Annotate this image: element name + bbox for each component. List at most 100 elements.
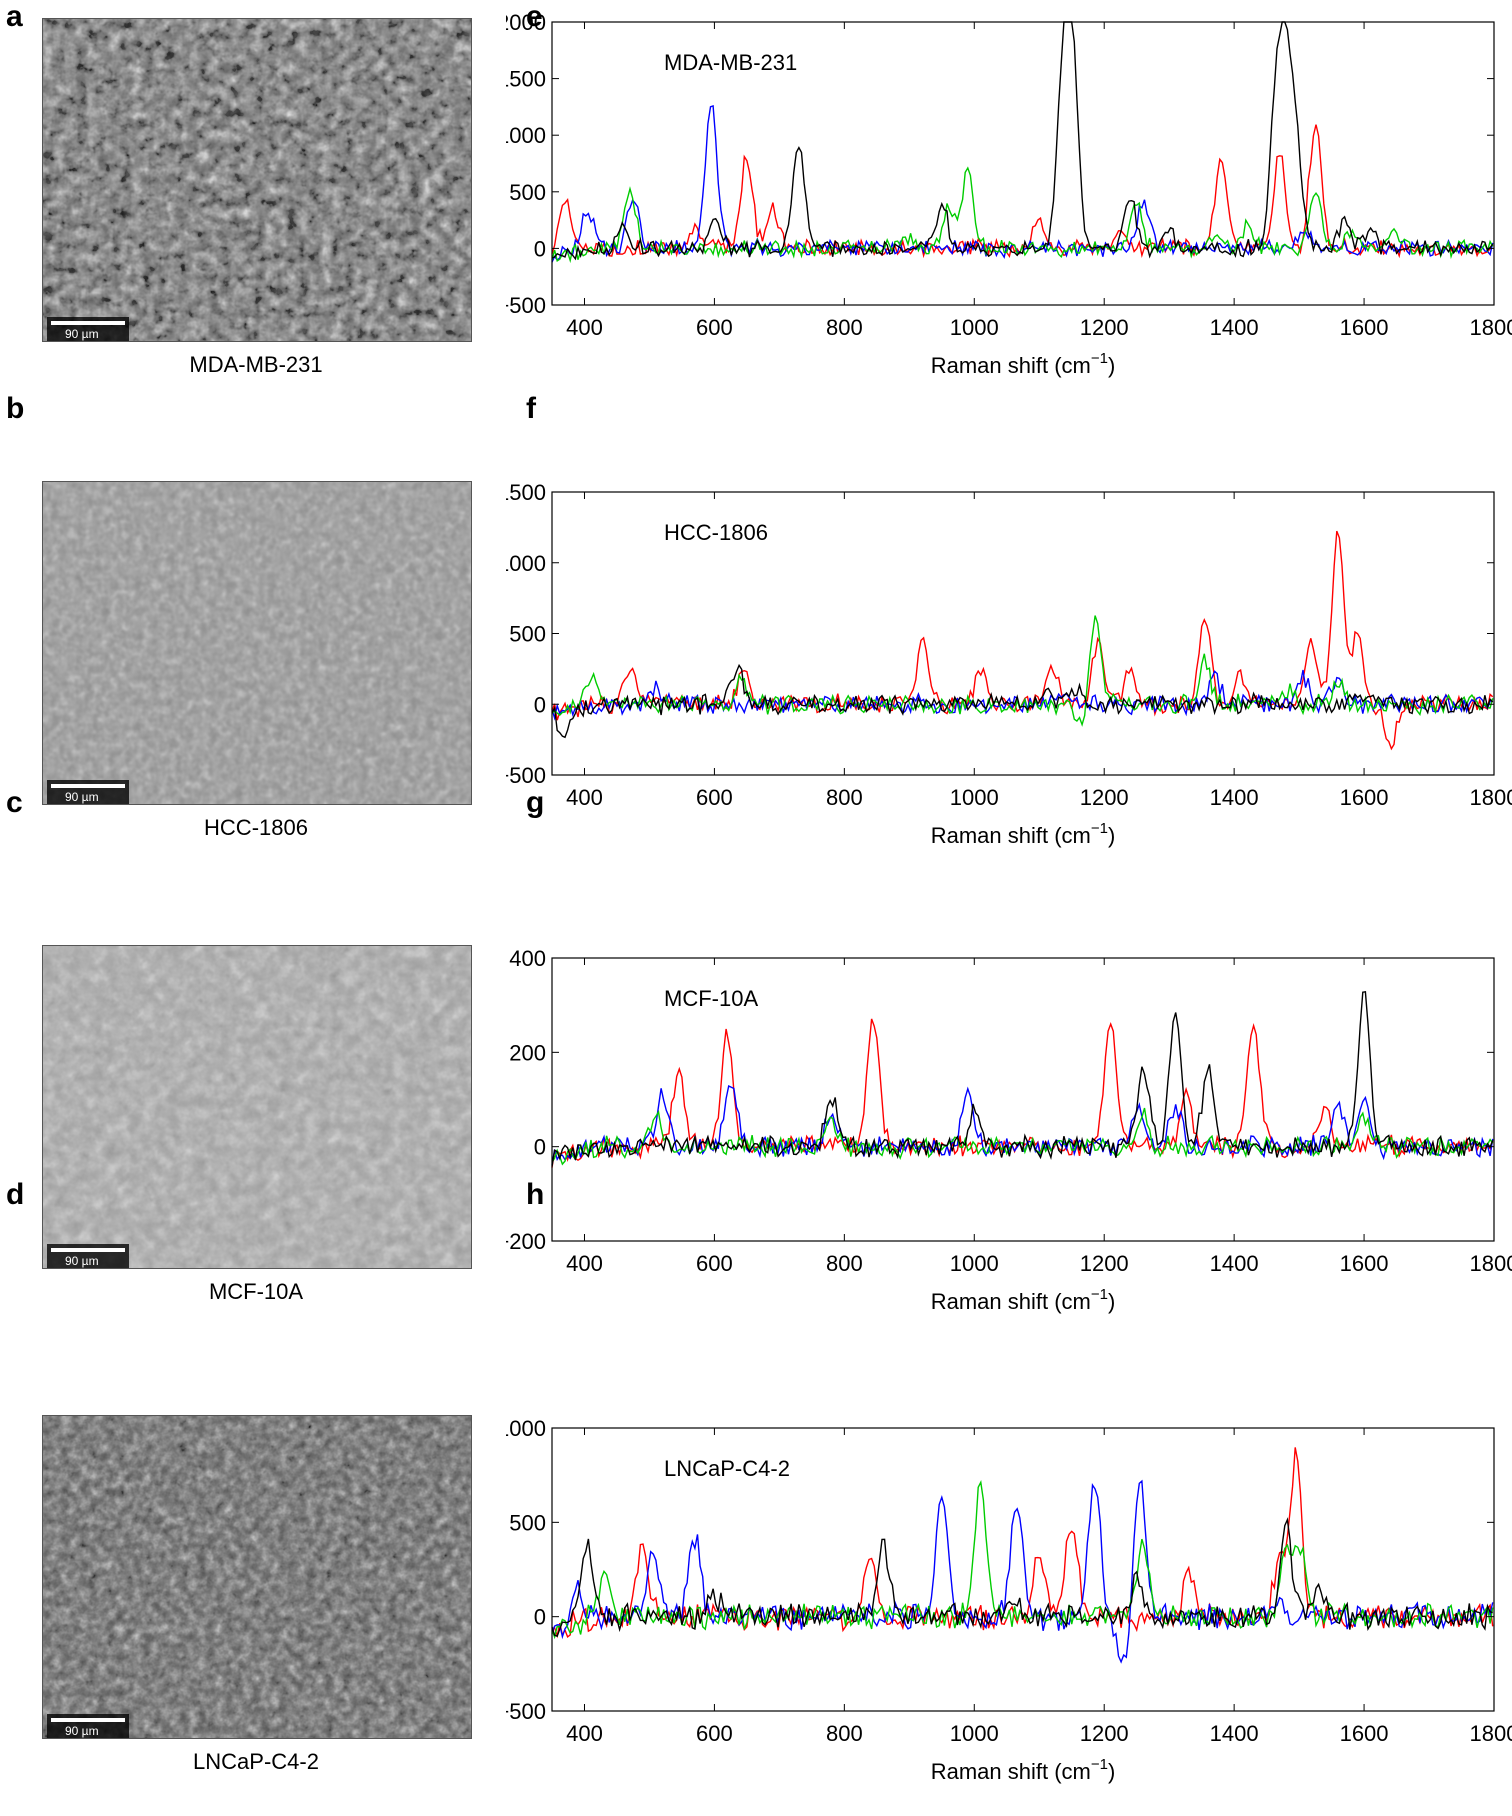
x-tick-label: 400 — [566, 1721, 603, 1746]
x-tick-label: 1600 — [1340, 315, 1389, 340]
panel-letter-d: d — [6, 1178, 25, 1211]
series-line-black — [551, 663, 1494, 739]
chart-title: MCF-10A — [664, 986, 758, 1011]
y-tick-label: 400 — [509, 946, 546, 971]
x-tick-label: 1600 — [1340, 785, 1389, 810]
micrograph-hcc-1806: 90 µm — [42, 481, 472, 805]
panel-letter-c: c — [6, 786, 23, 819]
chart-title: LNCaP-C4-2 — [664, 1456, 790, 1481]
x-tick-label: 1600 — [1340, 1721, 1389, 1746]
x-tick-label: 600 — [696, 1251, 733, 1276]
x-tick-label: 1200 — [1080, 1721, 1129, 1746]
plot-frame — [551, 21, 1495, 306]
micrograph-mda-mb-231: 90 µm — [42, 18, 472, 342]
series-line-black — [551, 990, 1494, 1167]
series-line-red — [551, 530, 1494, 751]
micrograph-caption: LNCaP-C4-2 — [193, 1749, 319, 1774]
x-axis-label: Raman shift (cm−1) — [931, 350, 1116, 378]
x-axis-label: Raman shift (cm−1) — [931, 820, 1116, 848]
y-tick-label: 1000 — [506, 123, 546, 148]
series-line-black — [551, 1517, 1493, 1638]
panel-letter-g: g — [526, 786, 545, 819]
series-line-blue — [551, 669, 1493, 721]
series-group — [551, 21, 1494, 264]
chart-title: MDA-MB-231 — [664, 50, 797, 75]
x-tick-label: 1800 — [1470, 1721, 1512, 1746]
y-tick-label: 1500 — [506, 480, 546, 505]
raman-chart-mda-mb-231: 400 600 800 1000 1200 1400 1600 1800 −500 0 500 100… — [506, 10, 1512, 378]
x-tick-label: 800 — [826, 315, 863, 340]
x-tick-label: 1400 — [1210, 785, 1259, 810]
x-tick-label: 400 — [566, 1251, 603, 1276]
y-tick-label: 500 — [509, 1510, 546, 1535]
micrograph-caption: MDA-MB-231 — [189, 352, 323, 377]
x-tick-label: 1000 — [950, 1721, 999, 1746]
y-tick-label: 0 — [534, 1135, 546, 1160]
raman-chart-mcf-10a: 400 600 800 1000 1200 1400 1600 1800 −200 0 200 400… — [506, 946, 1512, 1314]
micrograph-caption: MCF-10A — [208, 1279, 304, 1304]
x-tick-label: 1200 — [1080, 315, 1129, 340]
x-tick-label: 1000 — [950, 785, 999, 810]
raman-chart-hcc-1806: 400 600 800 1000 1200 1400 1600 1800 −500 0 500 100… — [506, 480, 1512, 848]
micrograph-texture — [43, 946, 471, 1268]
micrograph-texture — [43, 482, 471, 804]
y-tick-label: 1500 — [506, 67, 546, 92]
x-tick-label: 800 — [826, 1251, 863, 1276]
y-tick-label: 0 — [534, 692, 546, 717]
micrograph-texture — [43, 1416, 471, 1738]
x-tick-label: 1400 — [1210, 1251, 1259, 1276]
x-tick-label: 1600 — [1340, 1251, 1389, 1276]
x-axis-label: Raman shift (cm−1) — [931, 1286, 1116, 1314]
y-tick-label: −500 — [506, 1699, 546, 1724]
scale-bar: 90 µm — [47, 1714, 129, 1738]
y-tick-label: 1000 — [506, 1416, 546, 1441]
x-tick-label: 800 — [826, 1721, 863, 1746]
x-tick-label: 1800 — [1470, 785, 1512, 810]
x-tick-label: 1400 — [1210, 315, 1259, 340]
y-tick-label: 500 — [509, 180, 546, 205]
x-tick-label: 800 — [826, 785, 863, 810]
series-line-black — [551, 21, 1494, 261]
micrograph-texture — [43, 19, 471, 341]
plot-frame — [551, 957, 1495, 1242]
x-tick-label: 1800 — [1470, 1251, 1512, 1276]
series-group — [551, 530, 1494, 751]
series-line-blue — [551, 104, 1494, 263]
x-tick-label: 600 — [696, 315, 733, 340]
series-line-green — [551, 1107, 1494, 1166]
chart-title: HCC-1806 — [664, 520, 768, 545]
series-line-red — [551, 1447, 1494, 1639]
panel-letter-b: b — [6, 392, 25, 425]
micrograph-mcf-10a: 90 µm — [42, 945, 472, 1269]
y-tick-label: −500 — [506, 763, 546, 788]
x-axis-label: Raman shift (cm−1) — [931, 1756, 1116, 1784]
x-tick-label: 400 — [566, 785, 603, 810]
panel-letter-h: h — [526, 1178, 545, 1211]
y-tick-label: 500 — [509, 622, 546, 647]
panel-letter-a: a — [6, 0, 23, 33]
scale-bar: 90 µm — [47, 1244, 129, 1268]
scale-bar: 90 µm — [47, 317, 129, 341]
series-group — [551, 990, 1494, 1168]
y-tick-label: 200 — [509, 1040, 546, 1065]
raman-chart-lncap-c4-2: 400 600 800 1000 1200 1400 1600 1800 −500 0 500 100… — [506, 1416, 1512, 1784]
x-tick-label: 1800 — [1470, 315, 1512, 340]
panel-letter-f: f — [526, 392, 536, 425]
y-tick-label: 0 — [534, 1605, 546, 1630]
y-tick-label: −200 — [506, 1229, 546, 1254]
series-group — [551, 1447, 1494, 1664]
x-tick-label: 1400 — [1210, 1721, 1259, 1746]
scale-bar: 90 µm — [47, 780, 129, 804]
series-line-green — [551, 166, 1494, 264]
x-tick-label: 1200 — [1080, 785, 1129, 810]
y-tick-label: 0 — [534, 236, 546, 261]
y-tick-label: 1000 — [506, 551, 546, 576]
x-tick-label: 1200 — [1080, 1251, 1129, 1276]
x-tick-label: 600 — [696, 1721, 733, 1746]
plot-frame — [551, 1427, 1495, 1712]
x-tick-label: 1000 — [950, 315, 999, 340]
micrograph-lncap-c4-2: 90 µm — [42, 1415, 472, 1739]
x-tick-label: 1000 — [950, 1251, 999, 1276]
series-line-blue — [551, 1479, 1494, 1664]
